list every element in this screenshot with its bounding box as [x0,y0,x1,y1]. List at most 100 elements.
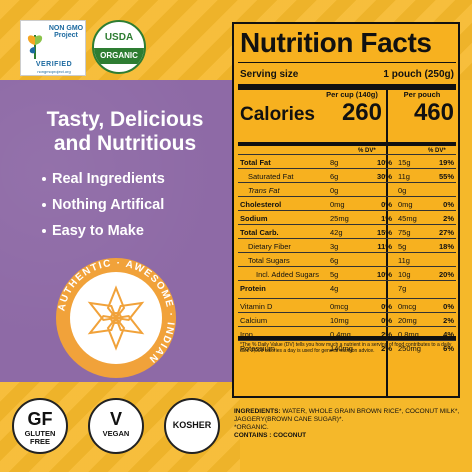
feature-list: Real Ingredients Nothing Artifical Easy … [42,166,232,244]
per-pouch-dv: 20% [438,270,454,279]
ingredients-text: WATER, WHOLE GRAIN BROWN RICE*, COCONUT … [234,408,460,423]
per-pouch-dv: 0% [443,200,454,209]
non-gmo-badge: NON GMO Project VERIFIED nongmoproject.o… [20,20,86,76]
nutrient-row: Iron 0.4mg 2% 0.8mg 4% [238,326,456,340]
nutrient-row: Vitamin D 0mcg 0% 0mcg 0% [238,298,456,312]
per-pouch-amount: 11g [398,256,410,265]
nutrient-label: Incl. Added Sugars [256,270,319,279]
per-pouch-amount: 5g [398,242,407,251]
col1-header: Per cup (140g) [326,90,378,99]
bullet-icon [42,203,46,208]
per-cup-amount: 8g [330,158,339,167]
nutrient-row: Trans Fat 0g 0g [238,182,456,196]
per-pouch-dv: 18% [438,242,454,251]
nutrient-label: Trans Fat [248,186,280,195]
per-pouch-amount: 7g [398,284,407,293]
per-cup-dv: 1% [381,214,392,223]
gluten-free-icon: GF GLUTEN FREE [12,398,68,454]
feature-item: Easy to Make [42,218,232,244]
nutrient-label: Total Fat [240,158,271,167]
gf-mark: GF [27,409,53,429]
organic-label: ORGANIC [94,48,144,64]
daily-value-footnote: *The % Daily Value (DV) tells you how mu… [240,342,452,354]
nutrient-label: Protein [240,284,266,293]
thick-divider [238,336,456,340]
per-pouch-dv: 19% [438,158,454,167]
nutrient-label: Iron [240,330,253,339]
vegan-icon: V VEGAN [88,398,144,454]
per-pouch-amount: 0mg [398,200,413,209]
per-cup-amount: 0mcg [330,302,349,311]
per-pouch-amount: 20mg [398,316,417,325]
nutrient-row: Sodium 25mg 1% 45mg 2% [238,210,456,224]
per-pouch-amount: 0mcg [398,302,417,311]
per-pouch-amount: 11g [398,172,410,181]
nutrition-facts-panel: Nutrition Facts Serving size 1 pouch (25… [232,22,460,398]
nutrient-label: Sodium [240,214,268,223]
column-divider [386,90,388,396]
nutrient-label: Potassium [240,344,276,353]
per-pouch-amount: 0.8mg [398,330,419,339]
nutrient-row: Cholesterol 0mg 0% 0mg 0% [238,196,456,210]
kosher-icon: KOSHER [164,398,220,454]
thick-divider [238,84,456,90]
serving-size-value: 1 pouch (250g) [383,69,454,80]
calories-label: Calories [240,104,315,125]
per-cup-amount: 6g [330,172,339,181]
per-pouch-amount: 45mg [398,214,417,223]
feature-label: Easy to Make [52,223,144,239]
calories-cup: 260 [341,99,382,126]
per-cup-amount: 6g [330,256,339,265]
nutrient-label: Cholesterol [240,200,282,209]
ingredients-label: INGREDIENTS: [234,408,281,415]
per-cup-dv: 30% [376,172,392,181]
per-pouch-dv: 55% [438,172,454,181]
per-cup-dv: 0% [381,200,392,209]
per-pouch-dv: 0% [443,302,454,311]
usda-organic-badge: USDA ORGANIC [92,20,146,74]
per-pouch-dv: 2% [443,316,454,325]
nutrient-label: Vitamin D [240,302,273,311]
gluten-free-label: GLUTEN FREE [24,429,56,446]
per-cup-dv: 0% [381,302,392,311]
per-cup-dv: 15% [376,228,392,237]
headline-line-1: Tasty, Delicious [46,108,204,131]
butterfly-icon [27,35,43,59]
per-pouch-amount: 75g [398,228,411,237]
nongmo-title: NON GMO Project [48,25,84,39]
seal-graphic: AUTHENTIC · AWESOME · INDIAN [56,258,174,365]
feature-item: Real Ingredients [42,166,232,192]
per-cup-dv: 10% [376,270,392,279]
per-cup-amount: 0g [330,186,339,195]
ingredients-block: INGREDIENTS: WATER, WHOLE GRAIN BROWN RI… [234,408,464,440]
authentic-indian-seal: AUTHENTIC · AWESOME · INDIAN [56,258,176,378]
per-cup-amount: 140mg [330,344,353,353]
flower-icon [87,285,145,351]
bullet-icon [42,177,46,182]
feature-label: Real Ingredients [52,171,165,187]
per-cup-amount: 3g [330,242,339,251]
dv-header-cup: % DV* [358,148,376,154]
serving-size-label: Serving size [240,69,299,80]
nutrient-row: Total Fat 8g 10% 15g 19% [238,154,456,168]
nutrition-title: Nutrition Facts [240,27,432,58]
nutrient-row: Saturated Fat 6g 30% 11g 55% [238,168,456,182]
contains-label: CONTAINS : [234,432,272,439]
per-cup-amount: 0mg [330,200,345,209]
nutrient-label: Total Carb. [240,228,279,237]
per-pouch-dv: 4% [443,330,454,339]
per-cup-amount: 5g [330,270,339,279]
nutrient-row: Calcium 10mg 0% 20mg 2% [238,312,456,326]
per-pouch-dv: 2% [443,214,454,223]
nutrient-row: Total Carb. 42g 15% 75g 27% [238,224,456,238]
per-pouch-dv: 27% [438,228,454,237]
per-cup-amount: 25mg [330,214,349,223]
vegan-label: VEGAN [102,429,130,438]
organic-note: *ORGANIC. [234,424,269,431]
nutrient-row: Total Sugars 6g 11g [238,252,456,266]
per-pouch-amount: 0g [398,186,407,195]
nutrient-label: Calcium [240,316,268,325]
feature-label: Nothing Artifical [52,197,165,213]
contains-value: COCONUT [273,432,307,439]
per-cup-amount: 42g [330,228,343,237]
